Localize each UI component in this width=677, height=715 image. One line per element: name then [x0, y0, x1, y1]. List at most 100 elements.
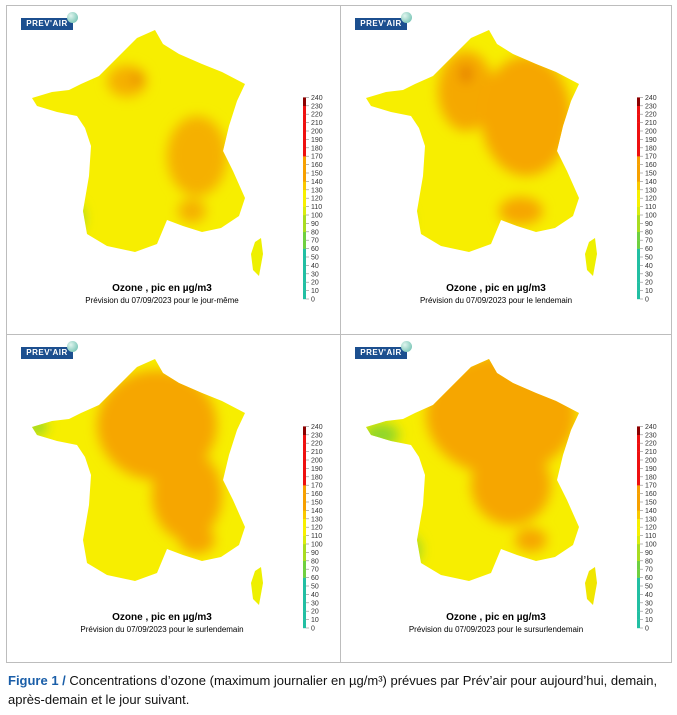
colorbar-tick-label: 40	[645, 592, 653, 599]
colorbar-tick-label: 80	[311, 229, 319, 236]
colorbar-segment	[303, 451, 306, 461]
colorbar-tick-label: 20	[645, 609, 653, 616]
colorbar-tick-label: 190	[311, 137, 323, 144]
colorbar-segment	[637, 560, 640, 570]
map-title: Ozone , pic en µg/m3	[446, 283, 546, 294]
colorbar-segment	[303, 535, 306, 545]
colorbar-segment	[637, 156, 640, 165]
colorbar-tick-label: 120	[645, 525, 657, 532]
colorbar-segment	[303, 257, 306, 266]
colorbar-tick-label: 210	[645, 449, 657, 456]
colorbar-tick-label: 130	[645, 187, 657, 194]
colorbar-segment	[303, 602, 306, 612]
colorbar-segment	[637, 485, 640, 494]
colorbar-segment	[637, 248, 640, 258]
colorbar-tick-label: 150	[311, 171, 323, 178]
colorbar-tick-label: 30	[645, 600, 653, 607]
concentration-zone	[515, 528, 547, 552]
colorbar-segment	[637, 586, 640, 595]
colorbar-segment	[637, 611, 640, 620]
colorbar-tick-label: 180	[311, 474, 323, 481]
colorbar-tick-label: 0	[311, 297, 315, 304]
concentration-zone	[107, 65, 147, 97]
colorbar-tick-label: 210	[311, 449, 323, 456]
colorbar-segment	[303, 215, 306, 224]
colorbar-tick-label: 50	[311, 584, 319, 591]
colorbar-tick-label: 240	[311, 95, 323, 102]
concentration-zone	[471, 445, 551, 525]
colorbar-tick-label: 120	[645, 196, 657, 203]
colorbar-tick-label: 230	[645, 103, 657, 110]
colorbar-segment	[303, 181, 306, 190]
ozone-map-panel: PREV'AIR 0 10 20 30 40 50 60 70 80 90 100 110 120 130…	[341, 6, 674, 334]
colorbar-tick-label: 90	[645, 221, 653, 228]
colorbar-tick-label: 180	[311, 145, 323, 152]
colorbar-tick-label: 200	[311, 458, 323, 465]
colorbar-segment	[303, 460, 306, 469]
colorbar-segment	[637, 164, 640, 174]
colorbar-segment	[637, 265, 640, 274]
colorbar-tick-label: 40	[645, 263, 653, 270]
colorbar-segment	[637, 594, 640, 603]
colorbar-segment	[303, 156, 306, 165]
colorbar-segment	[637, 544, 640, 553]
colorbar-tick-label: 10	[311, 617, 319, 624]
logo-text: PREV'AIR	[26, 19, 68, 28]
colorbar-tick-label: 20	[311, 280, 319, 287]
colorbar-tick-label: 90	[311, 550, 319, 557]
prevair-logo: PREV'AIR	[355, 341, 412, 359]
france-map	[32, 359, 263, 605]
colorbar-tick-label: 30	[311, 271, 319, 278]
colorbar-segment	[637, 577, 640, 587]
colorbar-segment	[637, 518, 640, 528]
prevair-logo: PREV'AIR	[21, 341, 78, 359]
colorbar-segment	[637, 206, 640, 216]
colorbar-segment	[303, 434, 306, 444]
colorbar-segment	[303, 560, 306, 570]
concentration-zone	[167, 116, 227, 196]
colorbar-tick-label: 110	[645, 533, 656, 540]
colorbar-segment	[637, 502, 640, 511]
colorbar-segment	[637, 97, 640, 106]
colorbar-segment	[303, 223, 306, 232]
colorbar-tick-label: 30	[311, 600, 319, 607]
ozone-map-panel: PREV'AIR 0 10 20 30 40 50 60 70 80 90 100 110 120 130…	[7, 335, 340, 663]
colorbar-tick-label: 240	[645, 95, 657, 102]
colorbar-segment	[303, 231, 306, 241]
colorbar-tick-label: 220	[311, 112, 323, 119]
colorbar-segment	[637, 619, 640, 629]
colorbar-tick-label: 230	[645, 432, 657, 439]
colorbar-tick-label: 210	[645, 120, 657, 127]
colorbar-segment	[637, 240, 640, 249]
figure-caption: Figure 1 / Concentrations d’ozone (maxim…	[8, 671, 673, 709]
map-subtitle: Prévision du 07/09/2023 pour le jour-mêm…	[85, 296, 239, 305]
colorbar-segment	[637, 602, 640, 612]
colorbar-tick-label: 120	[311, 196, 323, 203]
colorbar-segment	[637, 535, 640, 545]
colorbar-segment	[637, 510, 640, 519]
colorbar-tick-label: 70	[311, 238, 319, 245]
colorbar-tick-label: 110	[311, 533, 322, 540]
colorbar-segment	[637, 493, 640, 503]
colorbar-tick-label: 90	[311, 221, 319, 228]
colorbar-segment	[637, 527, 640, 536]
colorbar-tick-label: 100	[645, 213, 657, 220]
colorbar-tick-label: 160	[311, 491, 323, 498]
colorbar-tick-label: 80	[645, 229, 653, 236]
colorbar-segment	[637, 460, 640, 469]
colorbar-tick-label: 100	[311, 213, 323, 220]
colorbar-segment	[303, 611, 306, 620]
colorbar-tick-label: 70	[645, 567, 653, 574]
colorbar-segment	[303, 544, 306, 553]
colorbar-segment	[303, 468, 306, 477]
concentration-zone	[438, 51, 494, 131]
colorbar-segment	[637, 468, 640, 477]
colorbar-tick-label: 50	[645, 584, 653, 591]
colorbar-segment	[637, 231, 640, 241]
caption-text: Concentrations d’ozone (maximum journali…	[8, 673, 658, 707]
colorbar-segment	[303, 189, 306, 199]
colorbar-segment	[303, 131, 306, 140]
globe-icon	[401, 12, 412, 23]
